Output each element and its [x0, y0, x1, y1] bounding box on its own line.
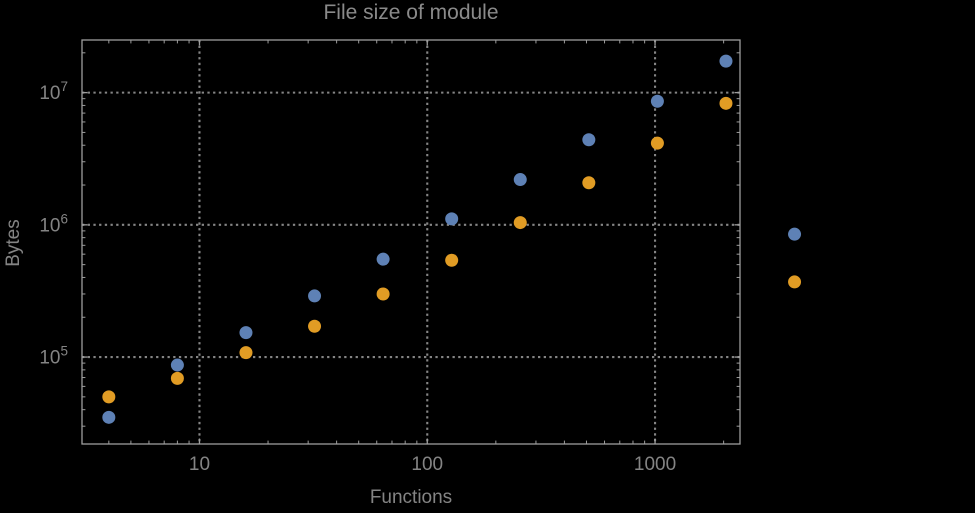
- x-axis-title: Functions: [369, 487, 453, 508]
- plot-frame: [81, 39, 741, 445]
- data-point-orange: [376, 287, 390, 301]
- data-point-orange: [308, 319, 322, 333]
- data-point-orange: [445, 253, 459, 267]
- data-point-blue: [170, 358, 184, 372]
- data-point-blue: [582, 133, 596, 147]
- data-point-orange: [102, 390, 116, 404]
- data-point-orange: [170, 371, 184, 385]
- x-tick-label: 100: [411, 454, 443, 475]
- data-point-blue: [788, 227, 802, 241]
- y-tick-label: 107: [39, 79, 68, 104]
- x-tick-label: 10: [189, 454, 210, 475]
- data-point-orange: [582, 176, 596, 190]
- data-point-blue: [719, 54, 733, 68]
- data-point-blue: [376, 252, 390, 266]
- data-point-blue: [102, 410, 116, 424]
- data-point-blue: [445, 212, 459, 226]
- y-tick-label: 106: [39, 211, 68, 236]
- data-point-blue: [650, 94, 664, 108]
- data-point-orange: [788, 275, 802, 289]
- data-point-orange: [650, 136, 664, 150]
- data-point-blue: [308, 289, 322, 303]
- chart-title: File size of module: [323, 1, 499, 24]
- x-tick-label: 1000: [634, 454, 676, 475]
- data-point-orange: [513, 216, 527, 230]
- data-point-orange: [719, 96, 733, 110]
- data-point-orange: [239, 346, 253, 360]
- y-tick-label: 105: [39, 344, 68, 369]
- data-point-blue: [513, 173, 527, 187]
- data-point-blue: [239, 326, 253, 340]
